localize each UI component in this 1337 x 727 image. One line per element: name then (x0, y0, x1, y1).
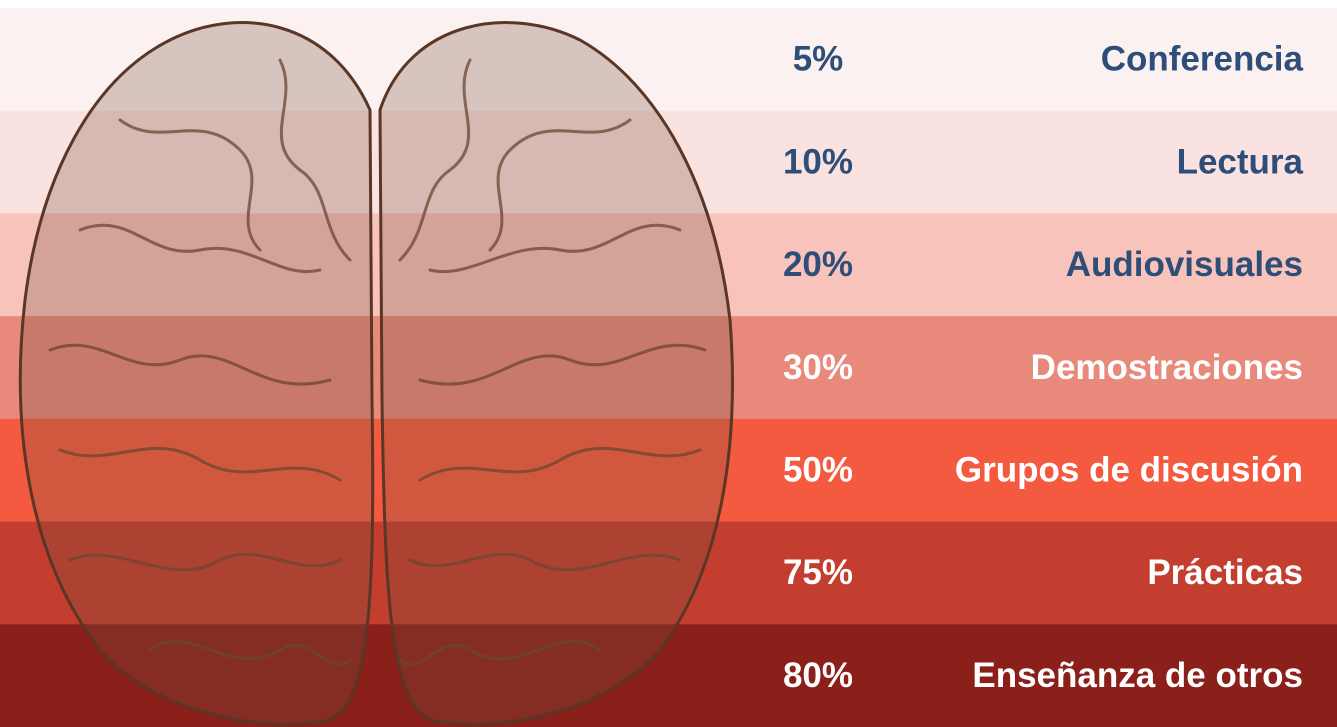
method-label: Conferencia (1101, 40, 1304, 79)
method-label: Audiovisuales (1066, 245, 1303, 284)
percent: 10% (783, 142, 853, 181)
percent: 5% (793, 40, 844, 79)
method-label: Lectura (1177, 142, 1304, 181)
percent: 30% (783, 348, 853, 387)
page: 5% Conferencia 10% Lectura 20% Audiovisuales 3… (0, 0, 1337, 727)
percent: 80% (783, 656, 853, 695)
method-label: Enseñanza de otros (972, 656, 1303, 695)
method-label: Demostraciones (1031, 348, 1303, 387)
infographic: 5% Conferencia 10% Lectura 20% Audiovisuales 3… (0, 0, 1337, 727)
percent: 50% (783, 450, 853, 489)
method-label: Prácticas (1147, 553, 1303, 592)
percent: 75% (783, 553, 853, 592)
method-label: Grupos de discusión (955, 450, 1303, 489)
percent: 20% (783, 245, 853, 284)
